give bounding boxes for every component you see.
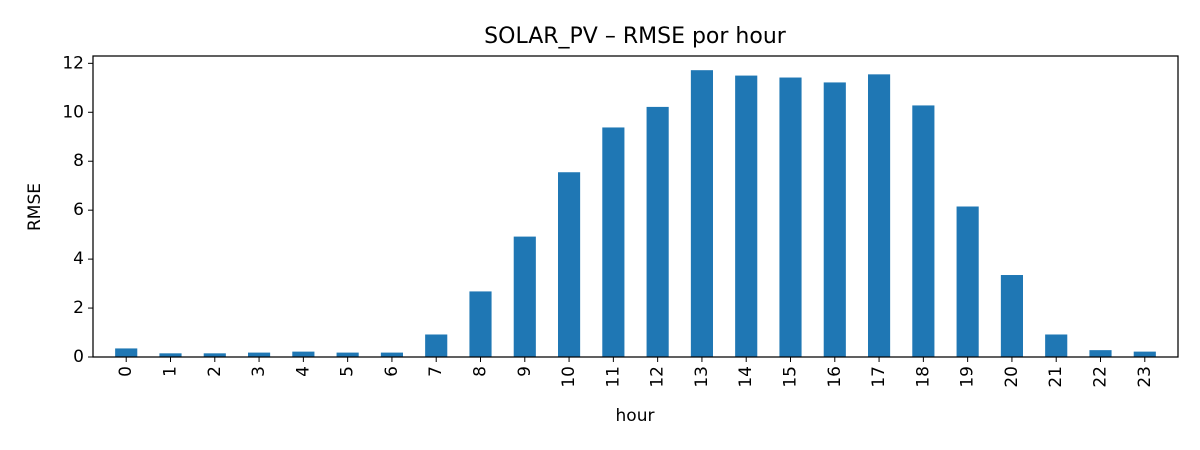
bar-hour-16 (823, 82, 846, 358)
bar-hour-21 (1045, 334, 1068, 357)
y-tick-label: 12 (62, 53, 84, 73)
bar-hour-14 (735, 75, 758, 357)
bar-hour-3 (248, 352, 271, 357)
x-tick-label: 12 (648, 366, 668, 388)
x-tick-label: 7 (426, 366, 446, 377)
x-axis-label: hour (616, 406, 655, 426)
bar-hour-11 (602, 127, 625, 358)
x-tick-label: 13 (692, 366, 712, 388)
bar-hour-20 (1000, 275, 1023, 357)
bar-hour-0 (115, 348, 138, 357)
x-tick-label: 23 (1135, 366, 1155, 388)
bar-hour-18 (912, 105, 935, 358)
x-tick-label: 1 (161, 366, 181, 377)
bars-group (115, 70, 1156, 358)
bar-hour-12 (646, 106, 669, 358)
bar-hour-10 (558, 172, 581, 357)
bar-hour-5 (336, 352, 359, 357)
chart-title: SOLAR_PV – RMSE por hour (484, 24, 787, 49)
x-tick-label: 8 (471, 366, 491, 377)
x-tick-label: 5 (338, 366, 358, 377)
x-tick-label: 22 (1091, 366, 1111, 388)
x-tick-label: 21 (1046, 366, 1066, 388)
x-tick-label: 14 (736, 366, 756, 388)
x-tick-label: 11 (603, 366, 623, 388)
x-axis-ticks: 0 1 2 3 4 5 6 7 8 9 10 11 12 13 14 15 16 17 18 19 20 21 22 23 (116, 357, 1155, 388)
x-tick-label: 10 (559, 366, 579, 388)
bar-hour-23 (1133, 351, 1156, 357)
bar-hour-22 (1089, 350, 1112, 357)
bar-hour-15 (779, 77, 802, 357)
x-tick-label: 16 (825, 366, 845, 388)
y-tick-label: 10 (62, 102, 84, 122)
y-axis-ticks: 0 2 4 6 8 10 12 (62, 53, 93, 367)
plot-frame (92, 55, 1179, 358)
y-tick-label: 0 (73, 347, 84, 367)
bar-hour-2 (203, 353, 226, 357)
bar-hour-4 (292, 351, 315, 357)
x-tick-label: 20 (1002, 366, 1022, 388)
bar-hour-7 (425, 334, 448, 357)
x-tick-label: 9 (515, 366, 535, 377)
bar-hour-1 (159, 353, 182, 357)
y-tick-label: 6 (73, 200, 84, 220)
bar-hour-9 (513, 236, 536, 357)
bar-hour-13 (690, 70, 713, 357)
bar-hour-19 (956, 206, 979, 357)
bar-hour-17 (868, 74, 891, 357)
x-tick-label: 18 (913, 366, 933, 388)
x-tick-label: 2 (205, 366, 225, 377)
y-tick-label: 2 (73, 298, 84, 318)
y-tick-label: 8 (73, 151, 84, 171)
x-tick-label: 15 (781, 366, 801, 388)
x-tick-label: 17 (869, 366, 889, 388)
x-tick-label: 19 (958, 366, 978, 388)
x-tick-label: 3 (249, 366, 269, 377)
x-tick-label: 4 (293, 366, 313, 377)
y-tick-label: 4 (73, 249, 84, 269)
bar-hour-8 (469, 291, 492, 357)
x-tick-label: 0 (116, 366, 136, 377)
x-tick-label: 6 (382, 366, 402, 377)
y-axis-label: RMSE (25, 183, 45, 231)
bar-hour-6 (380, 352, 403, 357)
